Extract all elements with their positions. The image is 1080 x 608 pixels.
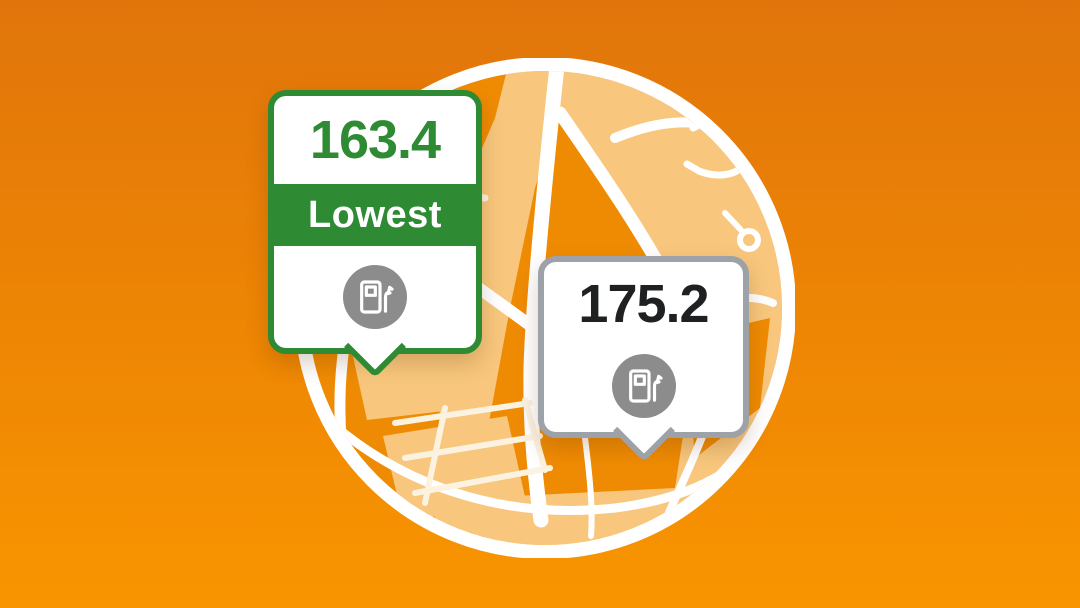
fuel-pump-icon — [343, 265, 407, 329]
pin-lowest-price[interactable]: 163.4 Lowest — [268, 90, 482, 379]
lowest-badge: Lowest — [274, 184, 476, 246]
pin-nearby-price[interactable]: 175.2 — [538, 256, 749, 463]
fuel-pump-icon — [611, 354, 676, 418]
nearby-price-value: 175.2 — [578, 274, 709, 334]
lowest-price-value: 163.4 — [309, 110, 441, 170]
